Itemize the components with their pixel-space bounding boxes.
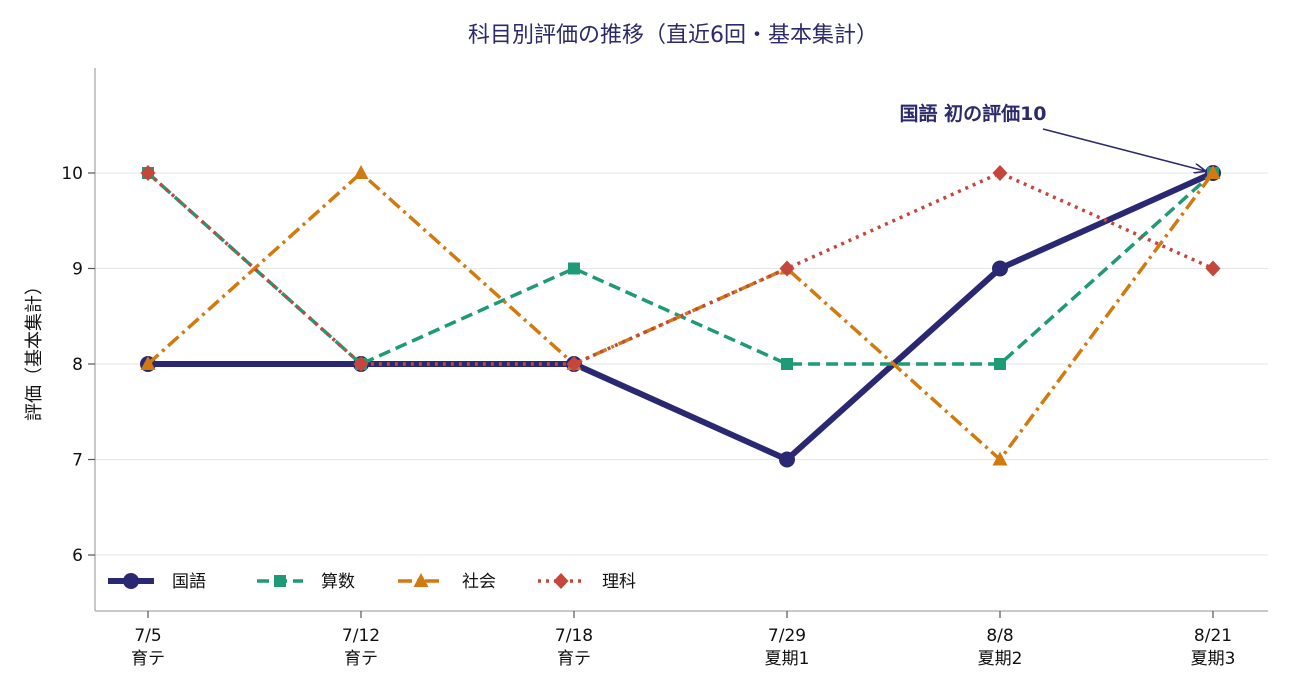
x-tick-date: 8/21: [1194, 626, 1232, 646]
x-tick-date: 7/5: [134, 626, 161, 646]
data-point: [566, 356, 582, 372]
y-tick-label: 9: [72, 260, 83, 280]
annotation-text: 国語 初の評価10: [899, 102, 1046, 125]
annotation: 国語 初の評価10: [899, 102, 1205, 171]
legend-item-4: 理科: [538, 572, 636, 592]
series-line: [146, 171, 1215, 462]
data-point: [779, 260, 795, 277]
legend-label: 国語: [172, 572, 206, 592]
x-tick-date: 7/12: [342, 626, 380, 646]
data-point: [781, 358, 793, 370]
x-tick-date: 8/8: [986, 626, 1013, 646]
y-tick-label: 7: [72, 451, 83, 471]
legend-marker: [274, 575, 286, 587]
series-line: [148, 170, 1215, 463]
legend-item-1: 国語: [108, 572, 206, 592]
y-axis-ticks: 6 7 8 9 10: [61, 164, 95, 566]
data-point: [992, 451, 1008, 466]
y-axis-label: 評価（基本集計）: [24, 277, 45, 421]
legend: 国語 算数 社会 理科: [108, 572, 636, 592]
data-point: [994, 358, 1006, 370]
y-tick-label: 10: [61, 164, 83, 184]
x-tick-session: 育テ: [344, 649, 378, 669]
series-4: [140, 165, 1221, 372]
legend-label: 社会: [462, 572, 496, 592]
series-layer: [140, 165, 1221, 468]
legend-marker: [123, 573, 139, 589]
data-point: [992, 165, 1008, 181]
x-tick-date: 7/29: [768, 626, 806, 646]
legend-item-3: 社会: [398, 572, 496, 592]
data-point: [568, 262, 580, 275]
x-tick-date: 7/18: [555, 626, 593, 646]
legend-item-2: 算数: [257, 572, 355, 592]
data-point: [1205, 165, 1221, 179]
data-point: [1205, 260, 1221, 277]
data-point: [140, 165, 156, 181]
x-axis-ticks: 7/5 育テ 7/12 育テ 7/18 育テ 7/29 夏期1 8/8 夏期2 8/21 夏期3: [131, 611, 1235, 669]
annotation-arrow: [1042, 128, 1205, 171]
legend-marker: [553, 573, 569, 589]
chart-title: 科目別評価の推移（直近6回・基本集計）: [468, 23, 878, 48]
data-point: [992, 260, 1008, 277]
data-point: [353, 165, 369, 179]
x-tick-session: 夏期1: [765, 649, 810, 669]
x-tick-session: 夏期2: [978, 649, 1023, 669]
data-point: [353, 356, 369, 372]
data-point: [779, 451, 795, 468]
legend-label: 算数: [321, 572, 355, 592]
legend-marker: [413, 573, 429, 587]
x-tick-session: 夏期3: [1191, 649, 1236, 669]
y-tick-label: 6: [72, 546, 83, 566]
y-tick-label: 8: [72, 355, 83, 375]
data-point: [140, 356, 156, 370]
x-tick-session: 育テ: [131, 649, 165, 669]
x-tick-session: 育テ: [557, 649, 591, 669]
legend-label: 理科: [602, 572, 636, 592]
axes: [94, 68, 1268, 612]
